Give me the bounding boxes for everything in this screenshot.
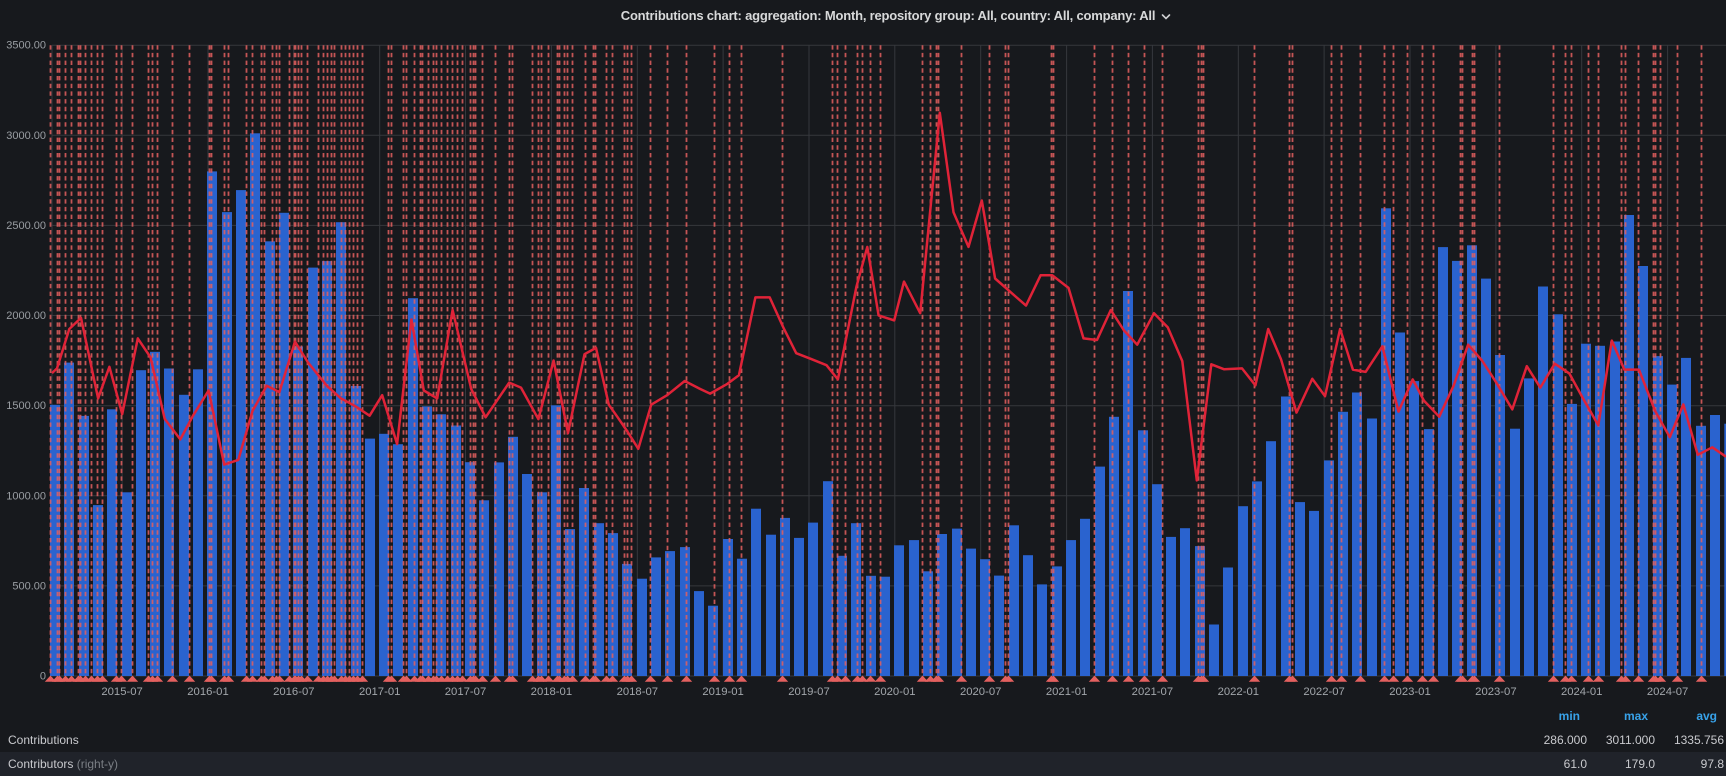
svg-text:2024-01: 2024-01 [1561, 686, 1602, 698]
svg-text:2023-07: 2023-07 [1475, 686, 1516, 698]
svg-text:2016-01: 2016-01 [187, 686, 228, 698]
svg-text:2017-07: 2017-07 [445, 686, 486, 698]
svg-text:2019-01: 2019-01 [702, 686, 743, 698]
svg-text:0: 0 [40, 671, 46, 683]
svg-text:2022-07: 2022-07 [1303, 686, 1344, 698]
svg-text:2016-07: 2016-07 [273, 686, 314, 698]
svg-text:2023-01: 2023-01 [1389, 686, 1430, 698]
svg-text:2022-01: 2022-01 [1218, 686, 1259, 698]
svg-text:1500.00: 1500.00 [6, 400, 46, 412]
svg-text:2000.00: 2000.00 [6, 310, 46, 322]
svg-text:3000.00: 3000.00 [6, 130, 46, 142]
svg-text:2017-01: 2017-01 [359, 686, 400, 698]
svg-text:2020-07: 2020-07 [960, 686, 1001, 698]
svg-text:3500.00: 3500.00 [6, 40, 46, 52]
svg-text:2015-07: 2015-07 [101, 686, 142, 698]
svg-text:2018-01: 2018-01 [531, 686, 572, 698]
svg-text:2020-01: 2020-01 [874, 686, 915, 698]
svg-text:2500.00: 2500.00 [6, 220, 46, 232]
svg-text:500.00: 500.00 [12, 580, 46, 592]
svg-text:2018-07: 2018-07 [617, 686, 658, 698]
svg-text:2021-07: 2021-07 [1132, 686, 1173, 698]
svg-text:2021-01: 2021-01 [1046, 686, 1087, 698]
svg-text:1000.00: 1000.00 [6, 490, 46, 502]
svg-text:2019-07: 2019-07 [788, 686, 829, 698]
svg-text:2024-07: 2024-07 [1647, 686, 1688, 698]
